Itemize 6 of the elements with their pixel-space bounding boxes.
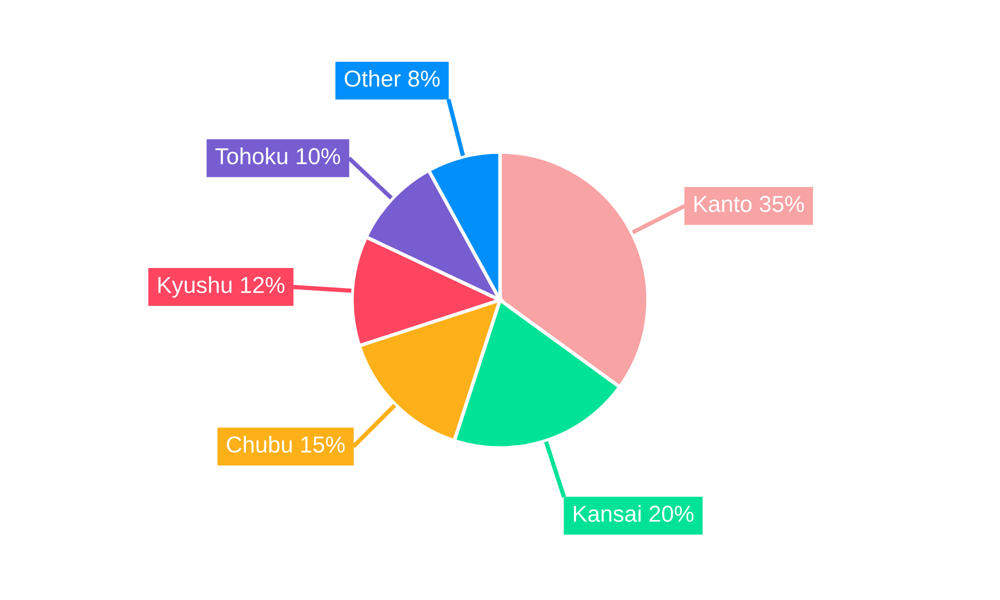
slice-label: Kansai 20% [574, 505, 694, 522]
slice-label: Kyushu 12% [158, 276, 284, 298]
slice-label: Other 8% [344, 70, 440, 87]
slice-label: Tohoku 10% [215, 147, 340, 164]
slice-label: Kanto 35% [694, 196, 804, 212]
slice-label: Chubu 15% [226, 436, 345, 453]
